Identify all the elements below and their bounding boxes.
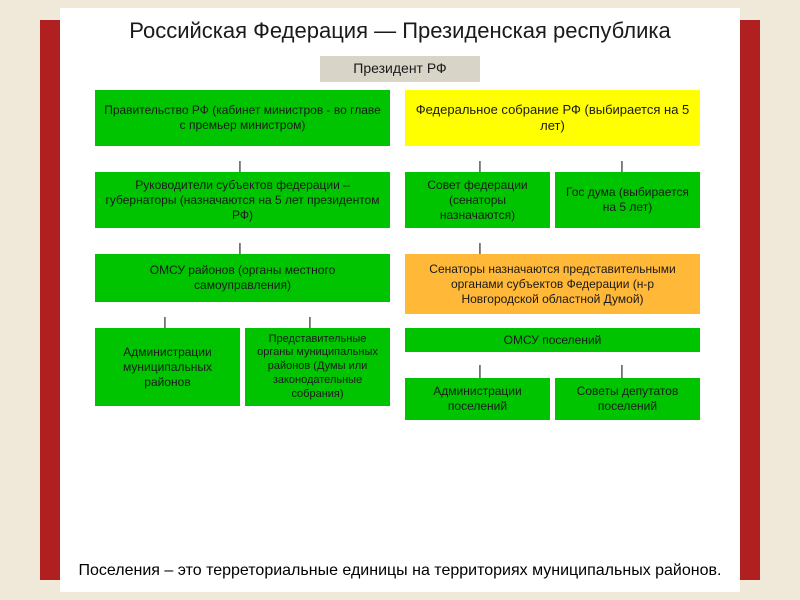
spacer-l3 [95, 306, 390, 320]
sov-dep-box: Советы депутатов поселений [555, 378, 700, 420]
governors-box: Руководители субъектов федерации – губер… [95, 172, 390, 228]
sov-fed-box: Совет федерации (сенаторы назначаются) [405, 172, 550, 228]
connector: | [612, 362, 632, 378]
senators-box: Сенаторы назначаются представительными о… [405, 254, 700, 314]
president-box: Президент РФ [320, 56, 480, 82]
admin-raion-box: Администрации муниципальных районов [95, 328, 240, 406]
connector: | [470, 362, 490, 378]
gos-duma-box: Гос дума (выбирается на 5 лет) [555, 172, 700, 228]
omsu-raion-box: ОМСУ районов (органы местного самоуправл… [95, 254, 390, 302]
rep-raion-box: Представительные органы муниципальных ра… [245, 328, 390, 406]
spacer-r3 [405, 356, 700, 370]
fed-assembly-box: Федеральное собрание РФ (выбирается на 5… [405, 90, 700, 146]
spacer-r1 [405, 150, 700, 164]
omsu-pos-box: ОМСУ поселений [405, 328, 700, 352]
admin-pos-box: Администрации поселений [405, 378, 550, 420]
spacer-r2 [405, 232, 700, 246]
footer-note: Поселения – это терреториальные единицы … [60, 554, 740, 588]
government-box: Правительство РФ (кабинет министров - во… [95, 90, 390, 146]
page-title: Российская Федерация — Президенская респ… [60, 12, 740, 50]
